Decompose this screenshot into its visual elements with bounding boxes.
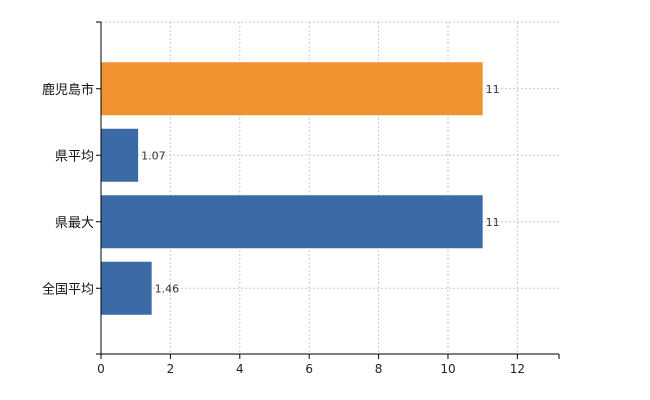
bar	[101, 62, 483, 116]
category-label: 鹿児島市	[42, 82, 94, 98]
bar	[101, 261, 152, 315]
x-tick-label: 8	[375, 362, 383, 376]
bar-value-label: 11	[486, 83, 500, 96]
x-tick-label: 4	[236, 362, 244, 376]
x-tick-label: 10	[440, 362, 455, 376]
x-tick-label: 2	[167, 362, 175, 376]
bar-value-label: 1.07	[141, 149, 166, 162]
x-tick-label: 12	[510, 362, 525, 376]
category-label: 全国平均	[42, 281, 94, 297]
bar	[101, 195, 483, 249]
bar-value-label: 11	[486, 216, 500, 229]
bar-value-label: 1.46	[155, 282, 180, 295]
category-label: 県最大	[55, 216, 94, 231]
x-tick-label: 6	[305, 362, 313, 376]
x-tick-label: 0	[97, 362, 105, 376]
bar	[101, 128, 139, 182]
category-label: 県平均	[55, 149, 94, 164]
